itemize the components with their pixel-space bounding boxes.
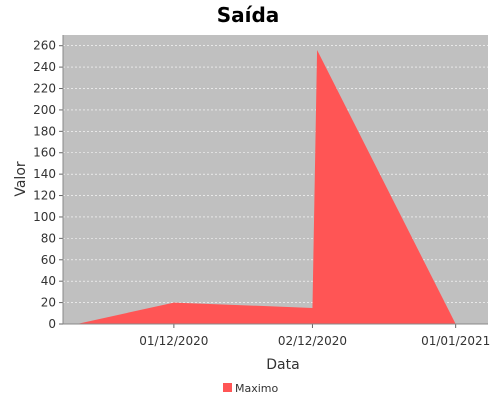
y-tick-label: 140 bbox=[33, 167, 56, 181]
y-tick-label: 0 bbox=[48, 317, 56, 331]
y-tick-label: 160 bbox=[33, 146, 56, 160]
x-tick-label: 01/12/2020 bbox=[139, 334, 208, 348]
x-tick-labels: 01/12/2020 02/12/2020 01/01/2021 bbox=[139, 334, 490, 348]
y-tick-label: 220 bbox=[33, 82, 56, 96]
axes bbox=[59, 35, 488, 328]
y-tick-label: 260 bbox=[33, 39, 56, 53]
series-area-maximo bbox=[76, 49, 456, 325]
y-tick-label: 120 bbox=[33, 189, 56, 203]
legend-swatch-maximo bbox=[223, 383, 232, 392]
y-tick-label: 20 bbox=[41, 296, 56, 310]
y-tick-label: 240 bbox=[33, 60, 56, 74]
grid-lines bbox=[63, 45, 488, 303]
y-tick-labels: 0 20 40 60 80 100 120 140 160 180 200 220 240 260 bbox=[33, 39, 56, 331]
legend: Maximo bbox=[223, 382, 279, 395]
chart-title: Saída bbox=[217, 3, 280, 27]
x-axis-label: Data bbox=[266, 357, 299, 373]
series-layer bbox=[76, 49, 456, 325]
y-tick-label: 40 bbox=[41, 274, 56, 288]
y-axis-label: Valor bbox=[13, 161, 29, 197]
x-tick-label: 01/01/2021 bbox=[421, 334, 490, 348]
x-tick-label: 02/12/2020 bbox=[278, 334, 347, 348]
y-tick-label: 80 bbox=[41, 231, 56, 245]
y-tick-label: 180 bbox=[33, 124, 56, 138]
y-tick-label: 100 bbox=[33, 210, 56, 224]
y-tick-label: 60 bbox=[41, 253, 56, 267]
y-tick-label: 200 bbox=[33, 103, 56, 117]
legend-label-maximo: Maximo bbox=[235, 382, 279, 395]
